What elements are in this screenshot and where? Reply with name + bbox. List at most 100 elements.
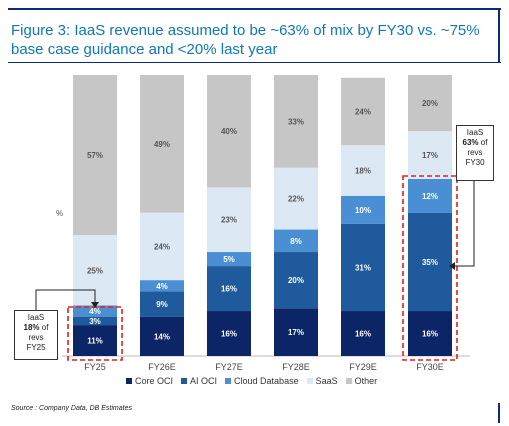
x-tick-label-fy30e: FY30E [416,362,444,372]
bar-fy27e-ai-oci [207,266,251,312]
annotation-right-value: 63% [462,138,479,147]
bar-fy25-other [73,75,117,236]
legend-swatch-saas [306,378,313,384]
annotation-right-line5: FY30 [465,158,485,167]
source-note: Source : Company Data, DB Estimates [11,405,132,412]
bar-fy29e-saas [341,145,385,196]
bar-fy28e-ai-oci [274,252,318,309]
annotation-right-line1: IaaS [466,128,484,137]
bar-fy29e-core-oci [341,311,385,356]
data-label-fy26e-other: 49% [154,140,170,149]
data-label-fy28e-core-oci: 17% [288,328,304,337]
bar-fy26e-core-oci [140,316,184,356]
bar-fy26e-ai-oci [140,291,184,317]
legend-label-ai-oci: AI OCI [190,376,218,386]
data-label-fy30e-other: 20% [422,99,438,108]
legend-item-saas: SaaS [306,376,338,386]
data-label-fy27e-other: 40% [221,127,237,136]
data-label-fy25-core-oci: 11% [87,337,103,346]
annotation-right-line4: revs [467,148,483,157]
data-label-fy25-other: 57% [87,151,103,160]
annotation-fy30-iaas: IaaS 63% of revs FY30 [456,125,494,181]
highlight-box-fy30e [402,175,458,361]
annotation-left-line1: IaaS [27,313,45,322]
bar-fy29e-other [341,77,385,146]
data-label-fy27e-saas: 23% [221,216,237,225]
frame-right-rule-bottom [498,403,500,423]
data-label-fy25-cloud-database: 4% [89,307,101,316]
data-label-fy30e-core-oci: 16% [422,330,438,339]
bar-fy30e-saas [408,131,452,179]
bar-fy30e-core-oci [408,311,452,356]
bar-fy30e-cloud-database [408,178,452,213]
data-label-fy29e-ai-oci: 31% [355,263,371,272]
data-label-fy29e-other: 24% [355,108,371,117]
legend-label-other: Other [354,376,378,386]
chart-legend: Core OCI AI OCI Cloud Database SaaS Other [126,376,377,386]
data-label-fy26e-cloud-database: 4% [156,282,168,291]
bar-fy27e-core-oci [207,311,251,356]
x-tick-label-fy26e: FY26E [148,362,176,372]
legend-swatch-core-oci [126,378,132,384]
annotation-right-line3: of [480,138,488,147]
annotation-fy25-iaas: IaaS 18% of revs FY25 [14,310,58,360]
y-axis-label: % [56,209,63,218]
bar-fy30e-other [408,75,452,132]
bar-fy27e-cloud-database [207,252,251,267]
x-tick-label-fy27e: FY27E [215,362,243,372]
bar-fy25-core-oci [73,325,117,356]
top-rule [8,8,501,10]
bar-fy26e-cloud-database [140,280,184,292]
data-label-fy26e-saas: 24% [154,242,170,251]
bar-fy27e-other [207,75,251,188]
connector-right [454,180,475,267]
connector-left-arrowhead [91,302,99,308]
x-tick-label-fy29e: FY29E [349,362,377,372]
bar-fy26e-other [140,75,184,213]
data-label-fy29e-saas: 18% [355,167,371,176]
bar-fy25-cloud-database [73,305,117,317]
x-tick-label-fy28e: FY28E [282,362,310,372]
frame-right-rule [498,10,500,63]
data-label-fy28e-saas: 22% [288,195,304,204]
annotation-left-line3: of [41,323,49,332]
legend-swatch-ai-oci [181,378,188,384]
data-label-fy30e-saas: 17% [422,151,438,160]
annotation-left-line4: revs [28,333,44,342]
legend-label-saas: SaaS [315,376,338,386]
data-label-fy25-ai-oci: 3% [89,317,101,326]
bar-fy27e-saas [207,187,251,253]
x-tick-label-fy25: FY25 [84,362,106,372]
data-label-fy27e-ai-oci: 16% [221,285,237,294]
data-label-fy25-saas: 25% [87,266,103,275]
bar-fy26e-saas [140,212,184,281]
data-label-fy28e-other: 33% [288,117,304,126]
bar-fy28e-saas [274,167,318,230]
bar-fy28e-cloud-database [274,229,318,253]
title-rule [8,62,501,63]
data-label-fy30e-ai-oci: 35% [422,258,438,267]
legend-swatch-cloud-database [225,378,232,384]
data-label-fy26e-ai-oci: 9% [156,300,168,309]
data-label-fy29e-cloud-database: 10% [355,206,371,215]
data-label-fy29e-core-oci: 16% [355,330,371,339]
bar-fy28e-core-oci [274,308,318,356]
legend-item-core-oci: Core OCI [126,376,173,386]
annotation-left-value: 18% [23,323,40,332]
bar-fy30e-ai-oci [408,212,452,312]
bar-fy29e-ai-oci [341,223,385,312]
bar-fy28e-other [274,75,318,168]
data-label-fy28e-cloud-database: 8% [290,237,302,246]
connector-left [35,289,96,310]
legend-item-ai-oci: AI OCI [181,376,217,386]
annotation-left-line5: FY25 [26,343,46,352]
legend-label-cloud-database: Cloud Database [234,376,299,386]
legend-swatch-other [345,378,352,384]
legend-label-core-oci: Core OCI [135,376,174,386]
data-label-fy30e-cloud-database: 12% [422,192,438,201]
data-label-fy27e-cloud-database: 5% [223,255,235,264]
connector-right-arrowhead [449,262,455,270]
bar-fy29e-cloud-database [341,195,385,224]
legend-item-cloud-database: Cloud Database [225,376,299,386]
